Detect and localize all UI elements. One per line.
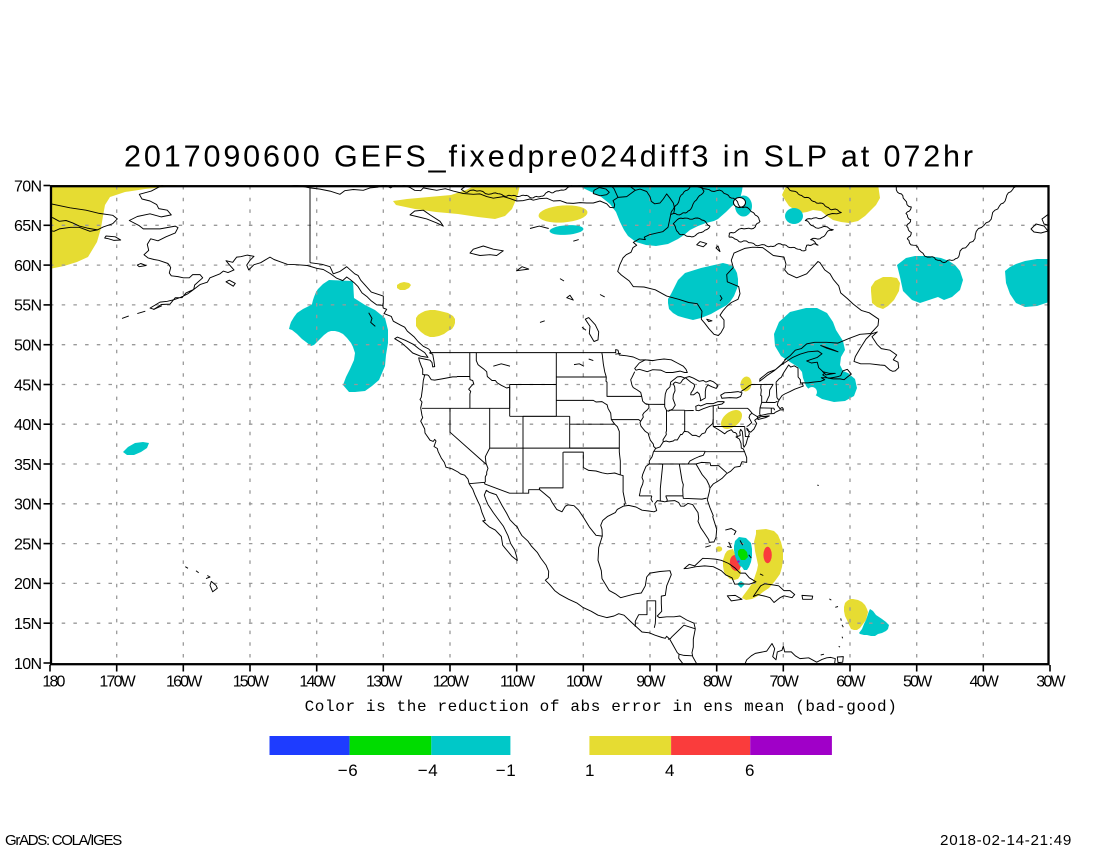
- svg-text:40N: 40N: [14, 417, 42, 434]
- svg-text:140W: 140W: [299, 674, 336, 691]
- svg-text:1: 1: [585, 761, 595, 780]
- svg-text:65N: 65N: [14, 218, 42, 235]
- svg-text:150W: 150W: [233, 674, 270, 691]
- svg-text:−1: −1: [496, 761, 517, 780]
- svg-text:−4: −4: [418, 761, 439, 780]
- svg-text:2018-02-14-21:49: 2018-02-14-21:49: [940, 832, 1072, 849]
- svg-text:110W: 110W: [500, 674, 536, 691]
- svg-text:2017090600 GEFS_fixedpre024dif: 2017090600 GEFS_fixedpre024diff3 in SLP …: [124, 139, 976, 173]
- svg-text:15N: 15N: [14, 616, 42, 633]
- svg-text:GrADS: COLA/IGES: GrADS: COLA/IGES: [5, 832, 122, 849]
- svg-text:80W: 80W: [703, 674, 733, 691]
- svg-text:55N: 55N: [14, 298, 42, 315]
- svg-text:20N: 20N: [14, 576, 42, 593]
- svg-text:10N: 10N: [14, 656, 42, 673]
- svg-text:Color is the reduction of abs: Color is the reduction of abs error in e…: [305, 698, 898, 716]
- svg-text:50W: 50W: [903, 674, 933, 691]
- svg-text:160W: 160W: [166, 674, 203, 691]
- svg-text:70N: 70N: [14, 178, 42, 195]
- svg-text:50N: 50N: [14, 338, 42, 355]
- svg-text:120W: 120W: [433, 674, 470, 691]
- svg-text:100W: 100W: [566, 674, 603, 691]
- svg-text:130W: 130W: [366, 674, 403, 691]
- svg-text:6: 6: [745, 761, 755, 780]
- svg-text:30N: 30N: [14, 497, 42, 514]
- svg-text:4: 4: [665, 761, 675, 780]
- svg-text:60W: 60W: [836, 674, 866, 691]
- svg-text:170W: 170W: [99, 674, 136, 691]
- svg-text:25N: 25N: [14, 536, 42, 553]
- svg-text:45N: 45N: [14, 377, 42, 394]
- svg-text:90W: 90W: [636, 674, 666, 691]
- svg-text:−6: −6: [338, 761, 359, 780]
- svg-text:40W: 40W: [970, 674, 1000, 691]
- svg-text:35N: 35N: [14, 457, 42, 474]
- svg-text:60N: 60N: [14, 258, 42, 275]
- svg-text:30W: 30W: [1036, 674, 1066, 691]
- svg-text:70W: 70W: [770, 674, 800, 691]
- svg-text:180: 180: [42, 674, 65, 691]
